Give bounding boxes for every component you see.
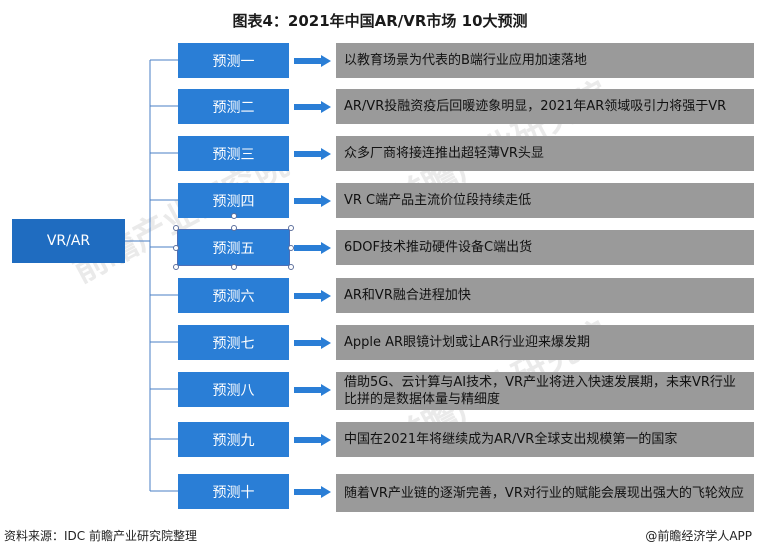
prediction-box: 预测三 bbox=[178, 136, 289, 171]
selection-handle[interactable] bbox=[288, 244, 294, 251]
selection-handle[interactable] bbox=[288, 225, 294, 231]
selection-handle[interactable] bbox=[173, 264, 179, 270]
prediction-description: 6DOF技术推动硬件设备C端出货 bbox=[336, 230, 754, 265]
arrow-icon bbox=[294, 55, 331, 67]
arrow-icon bbox=[294, 337, 331, 349]
prediction-box: 预测四 bbox=[178, 183, 289, 218]
source-note: 资料来源：IDC 前瞻产业研究院整理 bbox=[4, 529, 197, 543]
prediction-description: 众多厂商将接连推出超轻薄VR头显 bbox=[336, 136, 754, 171]
arrow-icon bbox=[294, 486, 331, 498]
root-node: VR/AR bbox=[12, 219, 125, 263]
prediction-box: 预测五 bbox=[177, 229, 290, 266]
prediction-description: 以教育场景为代表的B端行业应用加速落地 bbox=[336, 43, 754, 78]
arrow-icon bbox=[294, 242, 331, 254]
prediction-description: Apple AR眼镜计划或让AR行业迎来爆发期 bbox=[336, 325, 754, 360]
selection-handle[interactable] bbox=[173, 225, 179, 231]
prediction-box: 预测十 bbox=[178, 474, 289, 509]
prediction-box: 预测八 bbox=[178, 372, 289, 407]
selection-handle[interactable] bbox=[230, 225, 237, 231]
prediction-description: 借助5G、云计算与AI技术，VR产业将进入快速发展期，未来VR行业比拼的是数据体… bbox=[336, 372, 754, 410]
prediction-description: AR/VR投融资疫后回暖迹象明显，2021年AR领域吸引力将强于VR bbox=[336, 89, 754, 124]
chart-title: 图表4：2021年中国AR/VR市场 10大预测 bbox=[232, 12, 528, 30]
prediction-description: 中国在2021年将继续成为AR/VR全球支出规模第一的国家 bbox=[336, 422, 754, 457]
prediction-box: 预测二 bbox=[178, 89, 289, 124]
prediction-box: 预测六 bbox=[178, 278, 289, 313]
arrow-icon bbox=[294, 384, 331, 396]
selection-handle[interactable] bbox=[230, 213, 237, 219]
prediction-box: 预测一 bbox=[178, 43, 289, 78]
arrow-icon bbox=[294, 434, 331, 446]
prediction-description: 随着VR产业链的逐渐完善，VR对行业的赋能会展现出强大的飞轮效应 bbox=[336, 474, 754, 512]
arrow-icon bbox=[294, 148, 331, 160]
selection-handle[interactable] bbox=[230, 264, 237, 270]
selection-handle[interactable] bbox=[173, 244, 179, 251]
arrow-icon bbox=[294, 195, 331, 207]
arrow-icon bbox=[294, 290, 331, 302]
selection-handle[interactable] bbox=[288, 264, 294, 270]
prediction-description: VR C端产品主流价位段持续走低 bbox=[336, 183, 754, 218]
brand-credit: @前瞻经济学人APP bbox=[645, 529, 752, 543]
prediction-box: 预测九 bbox=[178, 422, 289, 457]
prediction-description: AR和VR融合进程加快 bbox=[336, 278, 754, 313]
arrow-icon bbox=[294, 101, 331, 113]
prediction-box: 预测七 bbox=[178, 325, 289, 360]
